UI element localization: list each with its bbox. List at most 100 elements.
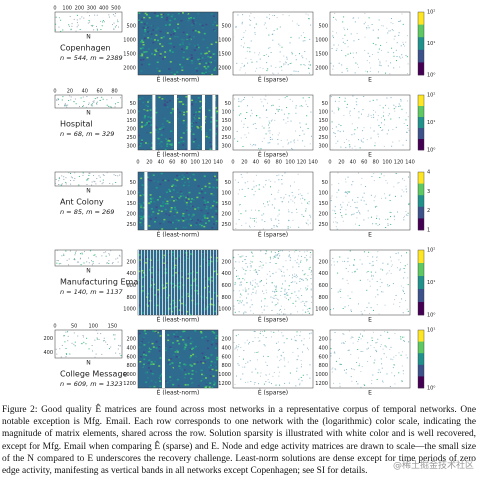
matrix-cell bbox=[185, 148, 188, 151]
matrix-cell bbox=[287, 121, 289, 123]
matrix-cell bbox=[202, 362, 205, 364]
matrix-cell bbox=[278, 189, 280, 191]
matrix-cell bbox=[338, 182, 340, 184]
matrix-cell bbox=[345, 55, 347, 57]
matrix-cell bbox=[210, 260, 213, 263]
matrix-cell bbox=[182, 226, 185, 229]
matrix-cell bbox=[89, 21, 91, 23]
matrix-cell bbox=[197, 384, 200, 387]
matrix-cell bbox=[210, 382, 213, 385]
matrix-cell bbox=[282, 201, 284, 203]
matrix-cell bbox=[164, 349, 167, 352]
matrix-cell bbox=[255, 23, 257, 25]
colorbar-frame bbox=[417, 171, 425, 231]
matrix-cell bbox=[180, 38, 183, 41]
matrix-cell bbox=[188, 336, 191, 338]
matrix-cell bbox=[191, 19, 194, 21]
matrix-cell bbox=[357, 139, 359, 141]
matrix-cell bbox=[182, 212, 185, 215]
matrix-cell bbox=[342, 342, 344, 344]
matrix-cell bbox=[174, 35, 177, 38]
matrix-cell bbox=[358, 117, 360, 119]
matrix-cell bbox=[169, 221, 172, 224]
matrix-cell bbox=[177, 219, 180, 222]
matrix-cell bbox=[189, 38, 192, 41]
matrix-cell bbox=[81, 16, 83, 18]
panel-label: E bbox=[368, 152, 372, 159]
matrix-cell bbox=[239, 300, 241, 302]
matrix-cell bbox=[146, 305, 149, 307]
matrix-cell bbox=[267, 102, 269, 104]
panel-label: Ê (least-norm) bbox=[157, 231, 200, 239]
zero-band bbox=[180, 250, 181, 315]
matrix-cell bbox=[164, 198, 167, 200]
matrix-cell bbox=[288, 142, 290, 144]
matrix-cell bbox=[408, 204, 410, 206]
matrix-cell bbox=[204, 377, 207, 379]
matrix-cell bbox=[77, 335, 79, 337]
matrix-cell bbox=[151, 140, 154, 143]
matrix-cell bbox=[250, 283, 252, 285]
matrix-cell bbox=[269, 142, 271, 144]
matrix-cell bbox=[197, 219, 200, 221]
matrix-cell bbox=[405, 185, 407, 187]
matrix-cell bbox=[200, 332, 203, 334]
colorbar-segment bbox=[418, 376, 424, 389]
matrix-cell bbox=[333, 308, 335, 310]
matrix-cell bbox=[377, 51, 379, 53]
matrix-cell bbox=[95, 102, 97, 104]
matrix-cell bbox=[277, 191, 279, 193]
matrix-cell bbox=[144, 12, 147, 15]
matrix-cell bbox=[206, 212, 209, 215]
matrix-cell bbox=[275, 286, 277, 288]
matrix-cell bbox=[392, 359, 394, 361]
matrix-cell bbox=[179, 195, 182, 198]
matrix-cell bbox=[377, 294, 379, 296]
node-y-tick: 200 bbox=[43, 336, 53, 342]
matrix-cell bbox=[69, 95, 71, 97]
matrix-cell bbox=[367, 347, 369, 349]
matrix-cell bbox=[391, 29, 393, 31]
matrix-cell bbox=[357, 197, 359, 199]
matrix-cell bbox=[195, 263, 198, 266]
matrix-cell bbox=[288, 211, 290, 213]
matrix-cell bbox=[139, 47, 142, 50]
matrix-cell bbox=[150, 208, 153, 210]
matrix-cell bbox=[382, 348, 384, 350]
matrix-cell bbox=[101, 96, 103, 98]
matrix-cell bbox=[195, 284, 198, 287]
matrix-cell bbox=[215, 120, 218, 122]
matrix-cell bbox=[166, 145, 169, 147]
matrix-cell bbox=[155, 341, 158, 343]
matrix-cell bbox=[289, 42, 291, 44]
matrix-cell bbox=[61, 175, 63, 177]
matrix-cell bbox=[207, 357, 210, 359]
matrix-cell bbox=[373, 130, 375, 132]
matrix-cell bbox=[108, 105, 110, 107]
matrix-cell bbox=[85, 106, 87, 108]
matrix-cell bbox=[181, 214, 184, 217]
matrix-cell bbox=[205, 254, 208, 256]
matrix-cell bbox=[150, 117, 153, 119]
matrix-cell bbox=[188, 375, 191, 378]
matrix-cell bbox=[73, 18, 75, 20]
matrix-cell bbox=[159, 43, 162, 45]
matrix-cell bbox=[205, 62, 208, 64]
matrix-cell bbox=[94, 254, 96, 256]
matrix-cell bbox=[305, 287, 307, 289]
matrix-cell bbox=[400, 195, 402, 197]
matrix-cell bbox=[252, 288, 254, 290]
matrix-cell bbox=[351, 271, 353, 273]
matrix-cell bbox=[138, 304, 141, 307]
matrix-cell bbox=[354, 72, 356, 74]
matrix-cell bbox=[181, 369, 184, 371]
matrix-cell bbox=[305, 103, 307, 105]
matrix-cell bbox=[199, 382, 202, 385]
matrix-cell bbox=[342, 220, 344, 222]
matrix-cell bbox=[302, 300, 304, 302]
matrix-cell bbox=[191, 347, 194, 350]
matrix-cell bbox=[146, 358, 149, 360]
matrix-cell bbox=[78, 175, 80, 177]
matrix-cell bbox=[370, 194, 372, 196]
